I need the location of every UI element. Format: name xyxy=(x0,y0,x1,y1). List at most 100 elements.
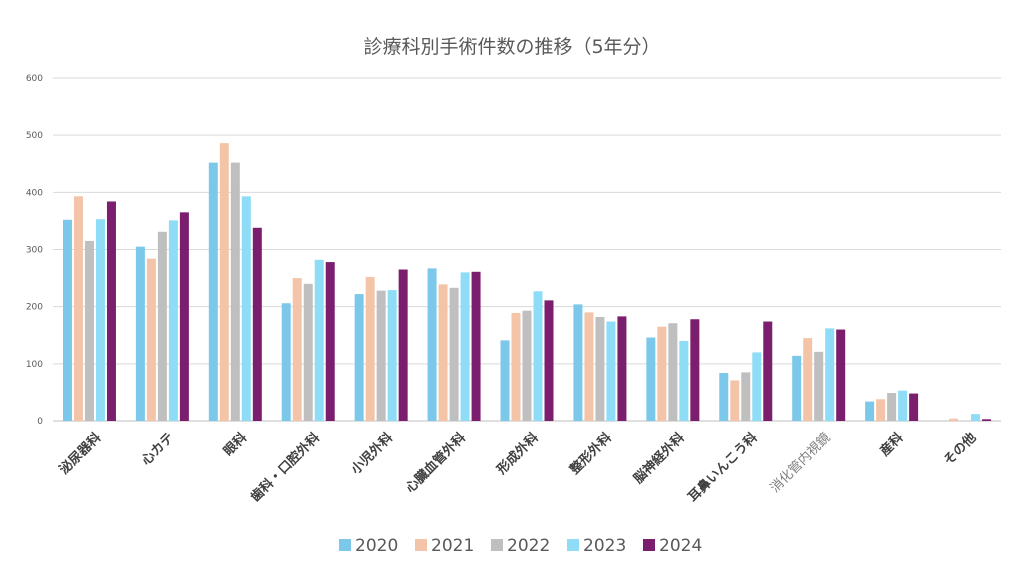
x-category-label: 脳神経外科 xyxy=(630,430,687,487)
bar-2020-11 xyxy=(865,401,875,421)
bar-2024-11 xyxy=(909,393,919,421)
bar-2024-5 xyxy=(471,271,481,421)
legend-label: 2022 xyxy=(507,536,550,556)
bar-2023-7 xyxy=(606,321,616,421)
bar-2023-0 xyxy=(95,219,105,421)
bar-2023-10 xyxy=(825,328,835,421)
bar-2020-9 xyxy=(719,372,729,421)
bar-2024-12 xyxy=(982,419,992,421)
x-category-label: 産科 xyxy=(877,430,907,460)
bar-2022-5 xyxy=(449,287,459,421)
y-tick-label: 600 xyxy=(26,74,43,84)
x-category-label: 耳鼻いんこう科 xyxy=(685,430,761,506)
bar-2021-8 xyxy=(657,326,667,421)
x-category-label: 心カテ xyxy=(139,430,177,468)
bar-2021-4 xyxy=(365,276,375,421)
bar-2021-3 xyxy=(292,278,302,421)
bar-2024-2 xyxy=(252,227,262,421)
x-category-label: 泌尿器科 xyxy=(56,430,104,478)
bar-2024-9 xyxy=(763,321,773,421)
bar-2020-6 xyxy=(500,340,510,421)
bar-2023-4 xyxy=(387,290,397,421)
bar-2021-11 xyxy=(876,399,886,421)
legend-swatch-2022 xyxy=(491,539,503,551)
bar-2020-0 xyxy=(62,219,72,421)
bar-2021-2 xyxy=(219,143,229,422)
y-tick-label: 300 xyxy=(26,246,43,256)
legend-swatch-2020 xyxy=(339,539,351,551)
bar-2021-9 xyxy=(730,380,740,421)
bar-2020-7 xyxy=(573,304,583,421)
bar-2020-1 xyxy=(135,246,145,421)
chart-title: 診療科別手術件数の推移（5年分） xyxy=(363,36,661,58)
bar-2021-6 xyxy=(511,312,521,421)
legend-label: 2023 xyxy=(583,536,626,556)
legend-label: 2020 xyxy=(355,536,398,556)
x-category-label: 消化管内視鏡 xyxy=(767,430,833,496)
legend-label: 2024 xyxy=(659,536,702,556)
bar-2024-1 xyxy=(179,212,189,421)
bar-2020-2 xyxy=(208,162,218,421)
bar-2022-3 xyxy=(303,283,313,421)
bar-2024-7 xyxy=(617,316,627,421)
bar-2022-11 xyxy=(887,392,897,421)
bar-2024-4 xyxy=(398,269,408,421)
bar-2023-2 xyxy=(241,196,251,421)
x-category-label: 心臓血管外科 xyxy=(402,430,468,496)
y-axis-ticks: 0 100 200 300 400 500 600 xyxy=(26,74,43,427)
x-category-label: 小児外科 xyxy=(348,430,396,478)
y-tick-label: 0 xyxy=(37,417,43,427)
bar-2023-11 xyxy=(898,390,908,421)
bar-2023-12 xyxy=(971,414,981,421)
legend-swatch-2021 xyxy=(415,539,427,551)
x-category-label: 歯科・口腔外科 xyxy=(247,430,323,506)
legend-label: 2021 xyxy=(431,536,474,556)
y-tick-label: 200 xyxy=(26,303,43,313)
bar-2023-1 xyxy=(168,220,178,421)
x-category-label: 整形外科 xyxy=(566,430,615,479)
bar-2022-10 xyxy=(814,351,824,421)
bar-2024-3 xyxy=(325,262,335,421)
legend-swatch-2023 xyxy=(567,539,579,551)
bar-2022-9 xyxy=(741,372,751,421)
bar-2021-1 xyxy=(146,258,156,421)
bar-2020-8 xyxy=(646,337,656,421)
x-category-label: その他 xyxy=(940,430,979,469)
bar-2022-1 xyxy=(157,231,167,421)
bar-2024-0 xyxy=(106,201,116,421)
bar-2022-6 xyxy=(522,310,532,421)
bar-2022-0 xyxy=(84,240,94,421)
bar-2023-8 xyxy=(679,340,689,421)
bar-2023-6 xyxy=(533,291,543,421)
bar-2021-7 xyxy=(584,312,594,421)
legend-swatch-2024 xyxy=(643,539,655,551)
bar-2022-8 xyxy=(668,323,678,421)
bar-2020-3 xyxy=(281,303,291,421)
bar-2020-4 xyxy=(354,294,364,421)
bar-2020-10 xyxy=(792,355,802,421)
bar-2023-5 xyxy=(460,272,470,421)
bar-2022-7 xyxy=(595,316,605,421)
bar-2022-2 xyxy=(230,162,240,421)
bar-2020-5 xyxy=(427,268,437,421)
y-tick-label: 400 xyxy=(26,188,43,198)
bars xyxy=(62,143,992,422)
legend: 2020 2021 2022 2023 2024 xyxy=(339,536,702,556)
bar-2021-10 xyxy=(803,338,813,421)
y-tick-label: 100 xyxy=(26,360,43,370)
x-category-label: 形成外科 xyxy=(494,430,542,478)
bar-2023-9 xyxy=(752,352,762,421)
bar-2021-0 xyxy=(73,196,83,421)
bar-2022-4 xyxy=(376,290,386,421)
bar-2024-6 xyxy=(544,300,554,421)
bar-2023-3 xyxy=(314,259,324,421)
bar-2021-12 xyxy=(949,418,959,421)
bar-2021-5 xyxy=(438,284,448,421)
y-tick-label: 500 xyxy=(26,131,43,141)
bar-2024-8 xyxy=(690,319,700,421)
x-category-label: 眼科 xyxy=(220,430,250,460)
bar-2024-10 xyxy=(836,329,846,421)
